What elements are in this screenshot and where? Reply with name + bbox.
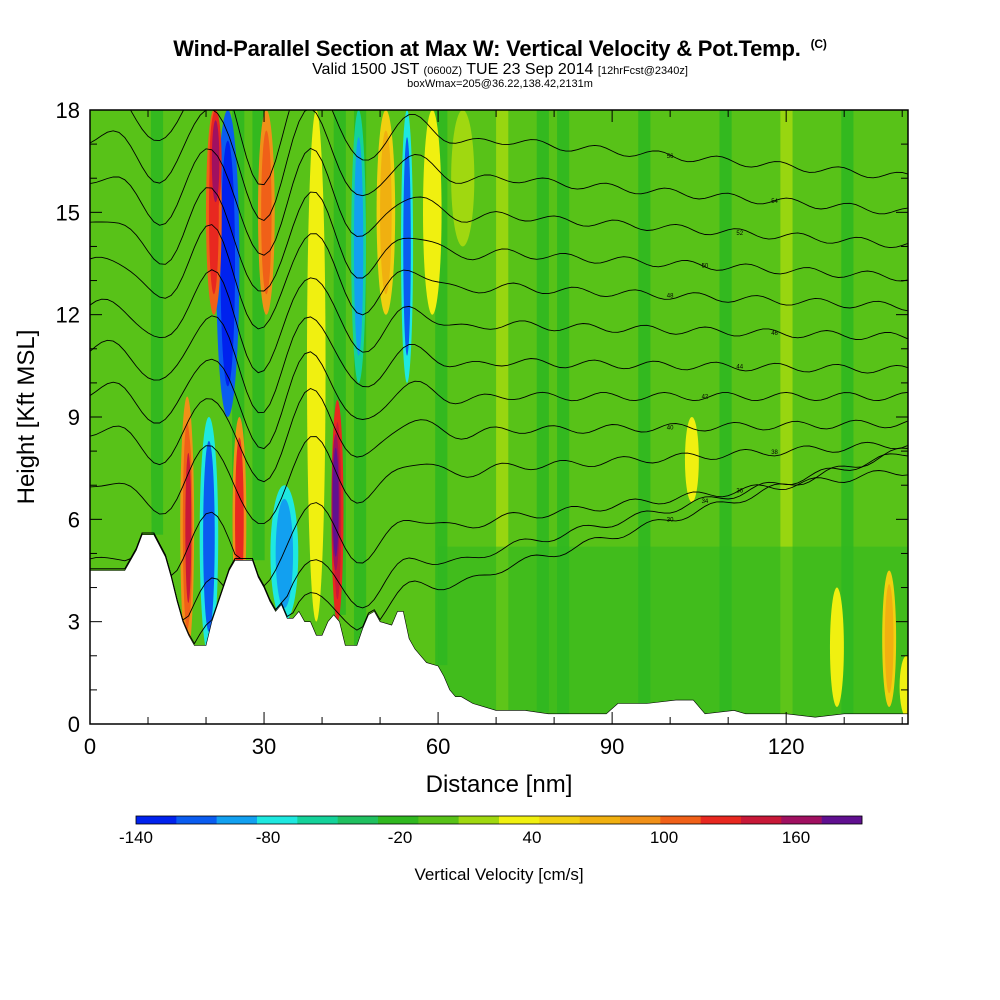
theta-contour-label: 36 (736, 489, 743, 495)
w-cell-core (403, 137, 411, 356)
theta-contour-label: 38 (771, 450, 778, 456)
y-tick-label: 3 (68, 610, 80, 635)
theta-contour-label: 54 (771, 199, 778, 205)
w-cell-core (884, 584, 894, 694)
theta-contour-label: 50 (702, 264, 709, 270)
colorbar-swatch (579, 816, 621, 824)
colorbar-swatch (620, 816, 661, 824)
theta-contour (129, 110, 908, 186)
colorbar-swatch (136, 816, 177, 824)
x-axis: 0 30 60 90 120 (84, 110, 903, 759)
colorbar-swatch (539, 816, 580, 824)
w-cell (423, 110, 442, 315)
w-cell-core (203, 440, 215, 632)
colorbar-swatch (418, 816, 459, 824)
y-tick-label: 9 (68, 405, 80, 430)
theta-contour-label: 30 (667, 517, 674, 523)
valid-date: TUE 23 Sep 2014 (466, 61, 594, 78)
theta-contour (90, 269, 908, 374)
colorbar-swatch (741, 816, 782, 824)
colorbar-swatch (458, 816, 500, 824)
title-main: Wind-Parallel Section at Max W: Vertical… (173, 36, 801, 61)
theta-contour (90, 453, 908, 621)
theta-contour-label: 46 (771, 331, 778, 337)
terrain-mask (90, 534, 908, 724)
w-cell (899, 655, 908, 718)
colorbar-swatch (337, 816, 379, 824)
theta-contour (90, 147, 908, 256)
colorbar-swatch (257, 816, 298, 824)
theta-contour-label: 56 (667, 154, 674, 160)
theta-contour (90, 387, 908, 483)
colorbar-frame (135, 815, 863, 825)
y-tick-label: 15 (56, 200, 80, 225)
w-cell-core (211, 120, 220, 203)
theta-contour (90, 187, 908, 292)
colorbar-swatch (700, 816, 742, 824)
w-cell-core (220, 140, 236, 387)
valid-prefix: Valid 1500 JST (312, 61, 420, 78)
x-tick-label: 0 (84, 734, 96, 759)
theta-contour (90, 351, 908, 450)
potential-temperature-contours: 30 34 36 38 40 42 44 46 48 50 52 54 56 (90, 110, 908, 645)
valid-utc: (0600Z) (423, 65, 463, 77)
colorbar-swatch (297, 816, 338, 824)
y-tick-label: 12 (56, 303, 80, 328)
x-axis-label: Distance [nm] (426, 771, 573, 798)
colorbar-tick-label: 100 (650, 828, 678, 847)
theta-contour (90, 436, 908, 525)
colorbar-swatch (821, 816, 863, 824)
theta-contour (90, 315, 908, 414)
theta-contour (90, 110, 908, 222)
chart-subtitle-box: boxWmax=205@36.22,138.42,2131m (407, 78, 593, 90)
colorbar-tick-label: -80 (256, 828, 281, 847)
colorbar-swatch (216, 816, 258, 824)
y-tick-label: 6 (68, 507, 80, 532)
w-cell (829, 587, 844, 707)
w-cell-core (185, 452, 192, 603)
colorbar-tick-label: 160 (782, 828, 810, 847)
w-streak (150, 110, 164, 535)
w-cell-core (275, 498, 294, 609)
colorbar-swatch (781, 816, 822, 824)
chart-title: Wind-Parallel Section at Max W: Vertical… (0, 36, 1000, 62)
colorbar-tick-label: 40 (523, 828, 542, 847)
w-lowlevel-band (438, 546, 908, 724)
chart-subtitle-valid: Valid 1500 JST (0600Z) TUE 23 Sep 2014 [… (0, 61, 1000, 79)
w-cell-core (353, 137, 364, 356)
w-cell-core (332, 447, 339, 557)
x-tick-label: 30 (252, 734, 276, 759)
colorbar-swatch (660, 816, 701, 824)
theta-contour-label: 34 (702, 499, 709, 505)
x-tick-label: 120 (768, 734, 805, 759)
title-copyright: (C) (810, 36, 827, 51)
theta-contour-label: 48 (667, 294, 674, 300)
theta-contour-label: 52 (736, 231, 743, 237)
colorbar-label: Vertical Velocity [cm/s] (414, 865, 583, 884)
w-cell (684, 417, 699, 503)
y-tick-label: 18 (56, 98, 80, 123)
theta-contour-label: 40 (667, 426, 674, 432)
colorbar-swatch (176, 816, 217, 824)
colorbar-swatch (499, 816, 540, 824)
w-cell-core (380, 130, 392, 295)
colorbar-tick-label: -20 (388, 828, 413, 847)
forecast-info: [12hrFcst@2340z] (597, 65, 688, 77)
y-tick-label: 0 (68, 712, 80, 737)
theta-contour (90, 224, 908, 330)
theta-contour (90, 470, 908, 587)
y-axis-label: Height [Kft MSL] (13, 330, 40, 505)
x-tick-label: 90 (600, 734, 624, 759)
w-cell-core (261, 130, 272, 295)
theta-contour-label: 42 (702, 395, 709, 401)
x-tick-label: 60 (426, 734, 450, 759)
theta-contour-label: 44 (736, 365, 743, 371)
colorbar-swatch (378, 816, 419, 824)
terrain (90, 534, 908, 724)
colorbar: -140 -80 -20 40 100 160 (119, 815, 863, 847)
colorbar-tick-label: -140 (119, 828, 153, 847)
w-cell (451, 110, 475, 247)
